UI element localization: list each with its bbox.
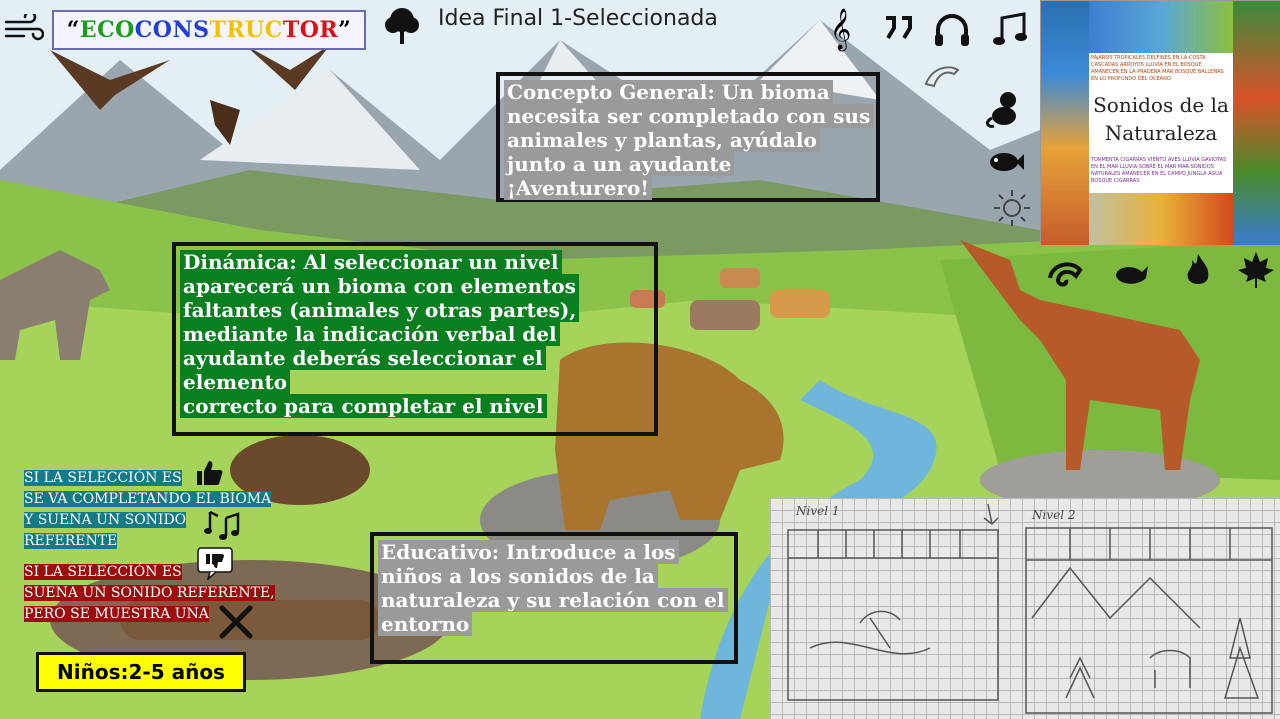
fire-icon [1187, 254, 1209, 284]
feedback-line: PERO SE MUESTRA UNA [24, 606, 209, 622]
educativo-line: Educativo: Introduce a los [378, 540, 679, 564]
age-badge: Niños:2-5 años [36, 652, 246, 692]
feedback-line: Y SUENA UN SONIDO [24, 512, 187, 528]
whale-icon [1116, 266, 1148, 284]
educativo-text: Educativo: Introduce a los niños a los s… [378, 540, 734, 636]
title-part: TRUC [209, 17, 283, 43]
title-part: ” [338, 17, 352, 43]
album-photo-top [1089, 1, 1233, 53]
dinamica-line: Dinámica: Al seleccionar un nivel [180, 250, 562, 274]
dinamica-line: mediante la indicación verbal del [180, 322, 560, 346]
treble-clef-icon: 𝄞 [830, 9, 852, 50]
idea-label: Idea Final 1-Seleccionada [438, 6, 718, 31]
title-part: ECO [79, 17, 135, 43]
quotes-icon [886, 16, 912, 40]
concepto-text: Concepto General: Un bioma necesita ser … [504, 80, 874, 200]
album-top-words: PAJAROS TROPICALES DELFINES EN LA COSTA … [1091, 55, 1224, 82]
close-x-icon [219, 605, 253, 639]
concepto-line: necesita ser completado con sus [504, 104, 874, 128]
tree-icon [385, 8, 419, 44]
dinamica-line: ayudante deberás seleccionar el elemento [180, 346, 546, 394]
educativo-line: naturaleza y su relación con el [378, 588, 728, 612]
album-title-line2: Naturaleza [1104, 121, 1218, 145]
dinamica-line: faltantes (animales y otras partes), [180, 298, 580, 322]
thumbs-up-icon [197, 461, 223, 485]
sketch-nivel2: Nivel 2 [1032, 508, 1076, 522]
title-part: TOR [282, 17, 339, 43]
feedback-line: SI LA SELECCIÓN ES [24, 564, 182, 580]
maple-leaf-icon [1238, 252, 1274, 288]
album-photo-right [1233, 1, 1280, 245]
educativo-line: entorno [378, 612, 473, 636]
feedback-line: SI LA SELECCIÓN ES [24, 470, 182, 486]
sun-icon [994, 190, 1030, 226]
dinamica-box [172, 242, 658, 436]
concepto-line: junto a un ayudante ¡Aventurero! [504, 152, 735, 200]
fish-icon [990, 153, 1024, 171]
sketch-drawing [787, 503, 1273, 714]
chameleon-icon [1048, 262, 1083, 287]
album-bottom-words: TORMENTA CIGARRAS VIENTO AVES LLUVIA GAV… [1091, 157, 1227, 184]
album-photo-left [1041, 1, 1089, 245]
dinamica-text: Dinámica: Al seleccionar un nivel aparec… [180, 250, 652, 418]
monkey-icon [986, 92, 1016, 128]
dinamica-line: correcto para completar el nivel [180, 394, 547, 418]
album-photo-bottom [1089, 193, 1233, 245]
concepto-line: animales y plantas, ayúdalo [504, 128, 820, 152]
music-note-icon [993, 12, 1027, 45]
feedback-line: SUENA UN SONIDO REFERENTE, [24, 585, 275, 601]
album-title-line1: Sonidos de la [1093, 93, 1229, 117]
music-notes-icon [204, 510, 240, 540]
sketch-nivel1: Nivel 1 [796, 504, 840, 518]
feedback-wrong-text: SI LA SELECCIÓN ES SUENA UN SONIDO REFER… [24, 562, 275, 625]
thumbs-down-icon [197, 547, 233, 580]
album-cover: PAJAROS TROPICALES DELFINES EN LA COSTA … [1040, 0, 1280, 245]
dolphin-icon [924, 66, 960, 88]
educativo-line: niños a los sonidos de la [378, 564, 658, 588]
concepto-box [496, 72, 880, 202]
title-part: “ [66, 17, 80, 43]
wind-icon [4, 14, 44, 41]
app-title: “ ECO CONS TRUC TOR ” [52, 10, 366, 50]
feedback-line: REFERENTE [24, 533, 118, 549]
paper-sketch: Nivel 1 Nivel 2 [770, 498, 1280, 719]
title-part: CONS [134, 17, 210, 43]
dinamica-line: aparecerá un bioma con elementos [180, 274, 579, 298]
headphones-icon [935, 14, 969, 46]
educativo-box [370, 532, 738, 664]
concepto-line: Concepto General: Un bioma [504, 80, 833, 104]
feedback-line: SE VA COMPLETANDO EL BIOMA [24, 491, 272, 507]
feedback-correct-text: SI LA SELECCIÓN ES SE VA COMPLETANDO EL … [24, 468, 272, 552]
